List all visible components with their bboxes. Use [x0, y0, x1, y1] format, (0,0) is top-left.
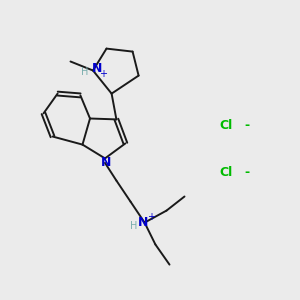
Text: H: H: [130, 220, 137, 231]
Text: Cl: Cl: [220, 119, 233, 132]
Text: H: H: [81, 67, 88, 77]
Text: +: +: [100, 69, 107, 79]
Text: N: N: [101, 156, 112, 169]
Text: N: N: [92, 61, 102, 75]
Text: N: N: [138, 216, 148, 229]
Text: Cl: Cl: [220, 166, 233, 179]
Text: -: -: [244, 166, 249, 179]
Text: +: +: [147, 212, 155, 222]
Text: -: -: [244, 119, 249, 132]
